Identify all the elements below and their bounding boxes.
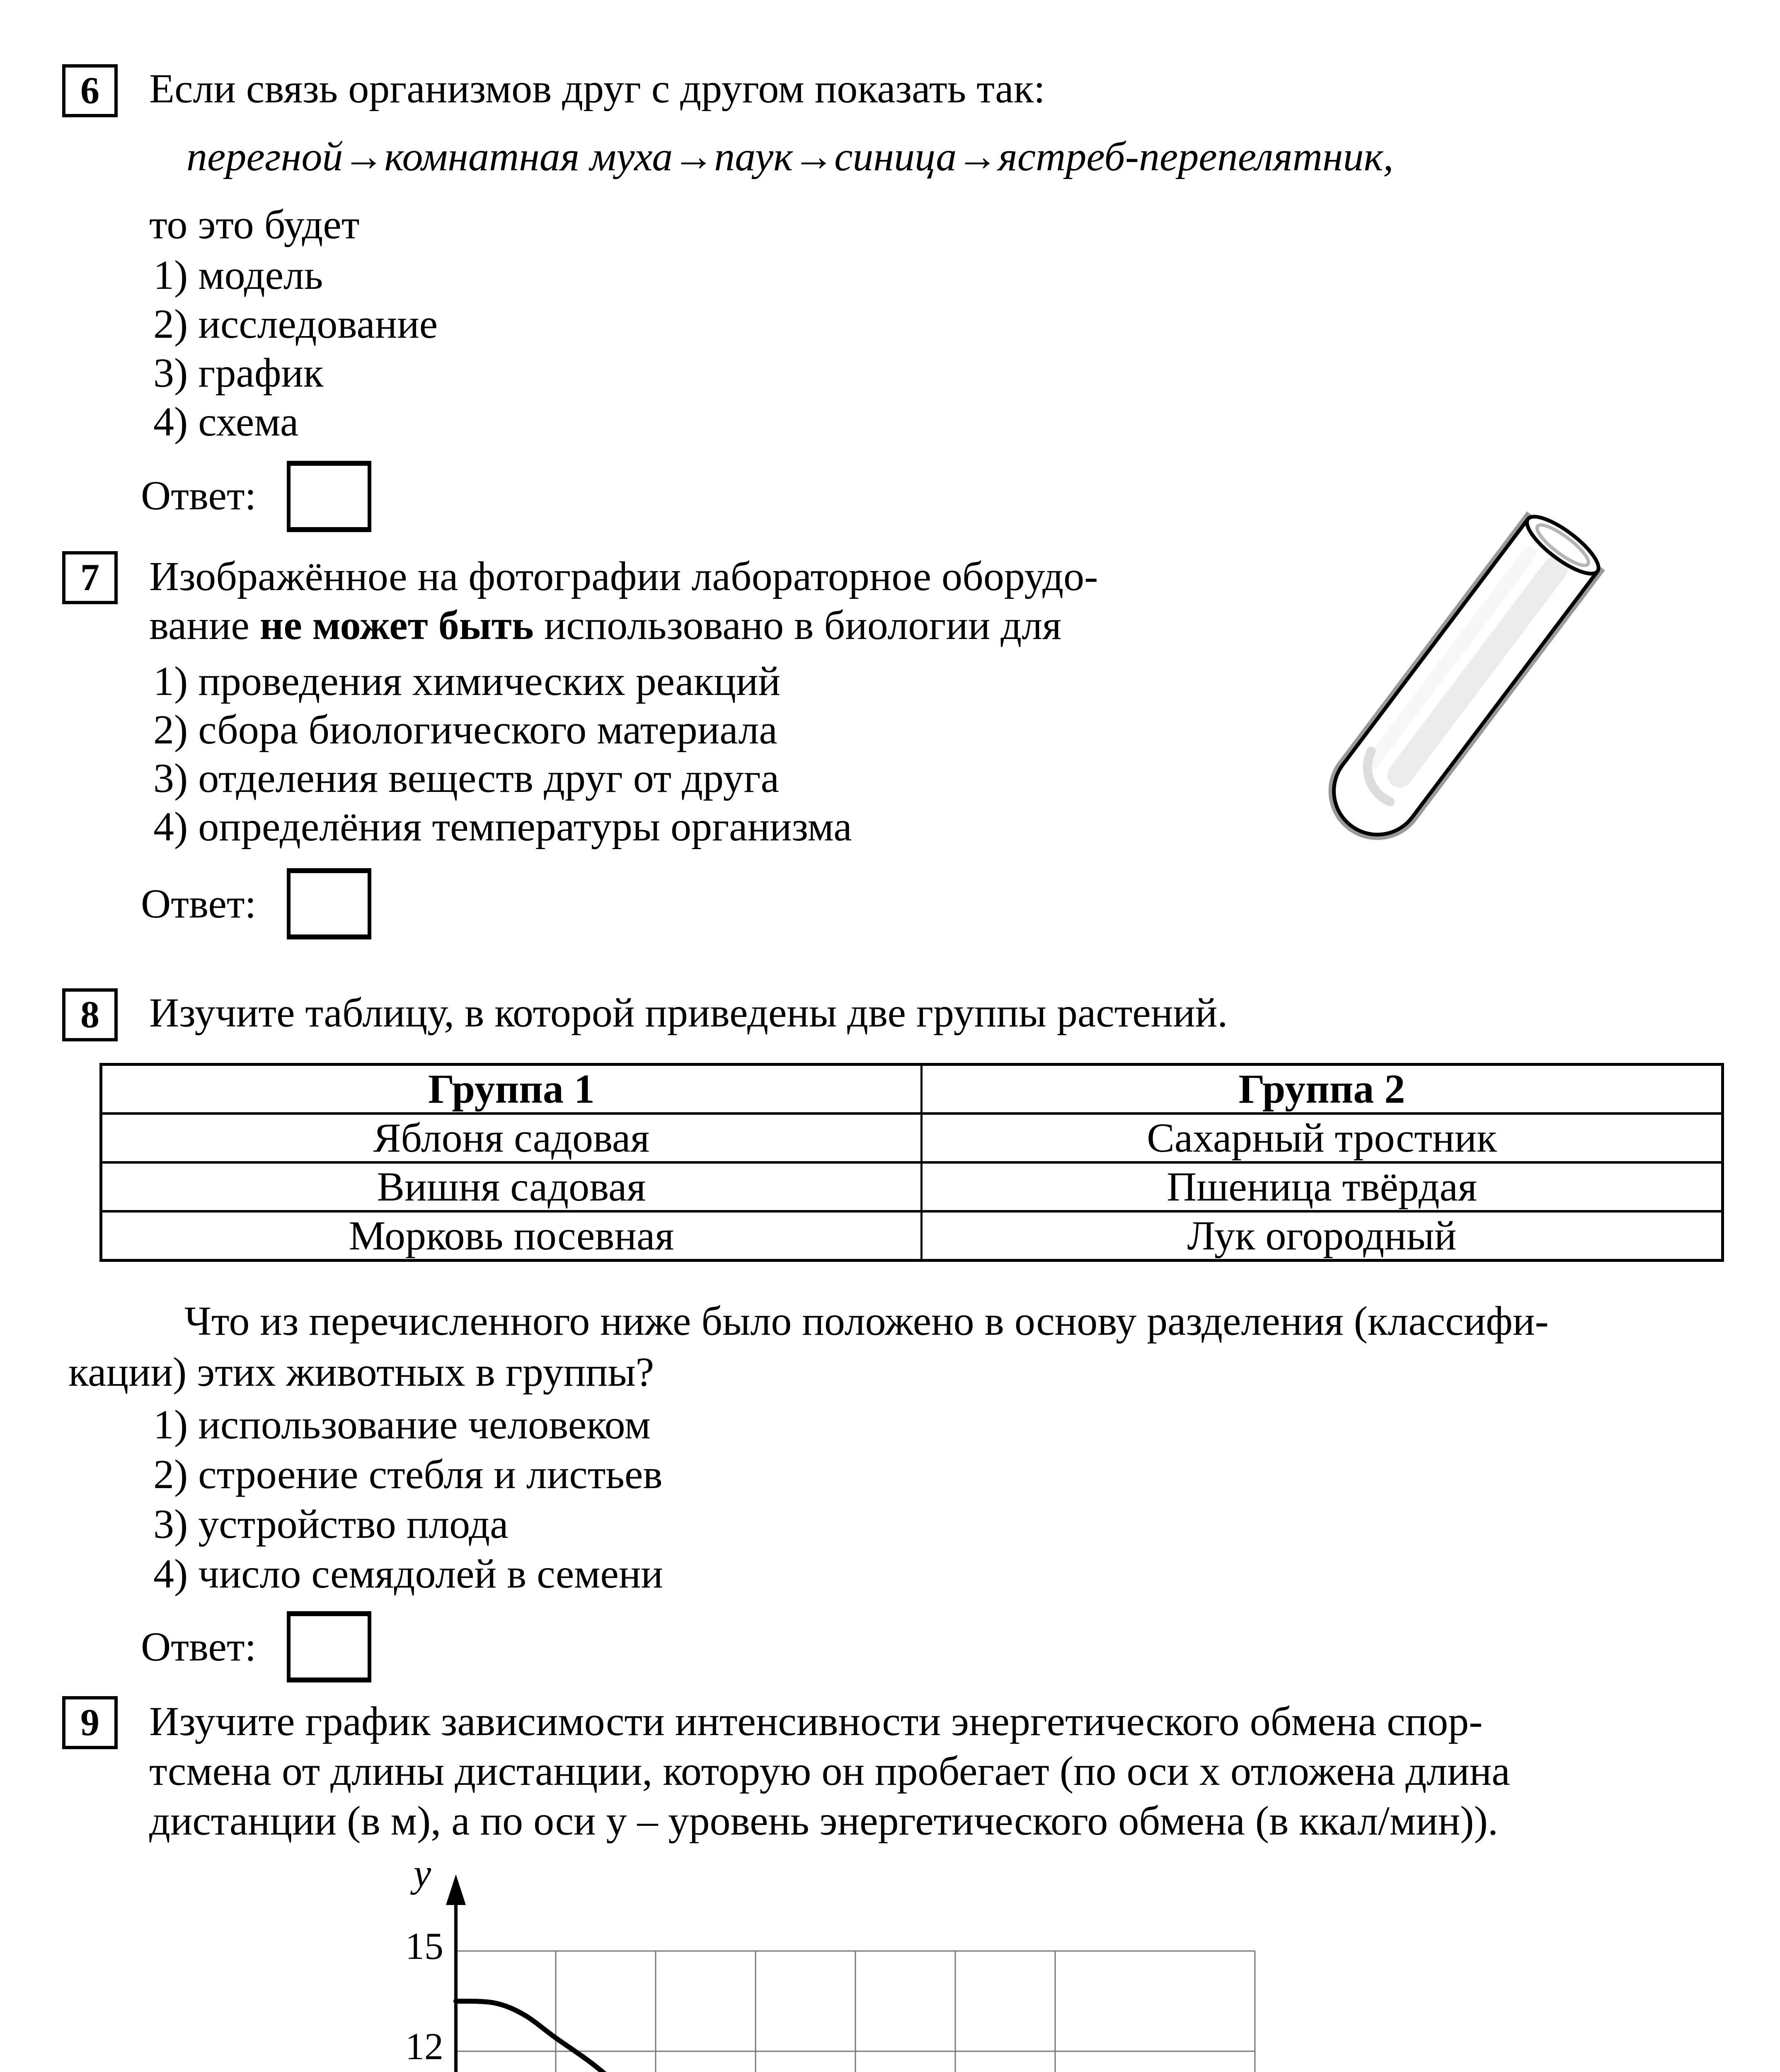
q7-option-2: 2) сбора биологического материала — [153, 707, 777, 753]
q8-option-3: 3) устройство плода — [153, 1501, 509, 1547]
y-axis-label: y — [414, 1851, 431, 1895]
table-cell: Вишня садовая — [100, 1161, 923, 1213]
test-tube-image — [1328, 511, 1605, 840]
q8-option-1: 1) использование человеком — [153, 1402, 651, 1447]
table-cell: Сахарный тростник — [920, 1112, 1724, 1164]
q8-line1: Изучите таблицу, в которой приведены две… — [149, 990, 1228, 1036]
table-row: Морковь посевная Лук огородный — [100, 1210, 1724, 1262]
question-8-number: 8 — [80, 993, 99, 1036]
q6-option-2: 2) исследование — [153, 301, 438, 347]
q6-line2: то это будет — [149, 201, 360, 247]
q8-option-2: 2) строение стебля и листьев — [153, 1451, 663, 1497]
question-9-number-box: 9 — [62, 1696, 118, 1749]
q8-option-4: 4) число семядолей в семени — [153, 1551, 663, 1597]
table-cell: Лук огородный — [920, 1210, 1724, 1262]
q8-para-line2: кации) этих животных в группы? — [68, 1349, 654, 1395]
table-row: Яблоня садовая Сахарный тростник — [100, 1112, 1724, 1164]
q7-answer-label: Ответ: — [141, 881, 257, 927]
q8-answer-box[interactable] — [287, 1611, 371, 1682]
question-7-number-box: 7 — [62, 551, 118, 604]
q7-line2: вание не может быть использовано в биоло… — [149, 602, 1061, 649]
question-6-number-box: 6 — [62, 64, 118, 117]
q6-option-4: 4) схема — [153, 399, 299, 445]
q7-option-4: 4) определёния температуры организма — [153, 804, 852, 850]
q6-answer-label: Ответ: — [141, 472, 257, 518]
table-cell: Яблоня садовая — [100, 1112, 923, 1164]
energy-metabolism-chart: y x 15 12 9 6 0 100 200 400 1000 2000 40… — [373, 1850, 1471, 2072]
table-cell: Пшеница твёрдая — [920, 1161, 1724, 1213]
q7-answer-box[interactable] — [287, 868, 371, 939]
q7-line1: Изображённое на фотографии лабораторное … — [149, 553, 1098, 599]
q6-option-3: 3) график — [153, 350, 324, 396]
chart-canvas — [446, 1874, 1256, 2072]
table-header-group1: Группа 1 — [100, 1063, 923, 1115]
table-row: Вишня садовая Пшеница твёрдая — [100, 1161, 1724, 1213]
q9-line1: Изучите график зависимости интенсивности… — [149, 1698, 1483, 1744]
q6-answer-box[interactable] — [287, 461, 371, 532]
q6-option-1: 1) модель — [153, 252, 323, 298]
question-9-number: 9 — [80, 1701, 99, 1744]
question-7-number: 7 — [80, 556, 99, 599]
q9-line2: тсмена от длины дистанции, которую он пр… — [149, 1748, 1510, 1794]
q7-line2-bold: не может быть — [259, 602, 534, 648]
y-tick-12: 12 — [405, 2025, 443, 2067]
table-header-group2: Группа 2 — [920, 1063, 1724, 1115]
q7-line2-pre: вание — [149, 602, 260, 648]
q6-line1: Если связь организмов друг с другом пока… — [149, 65, 1045, 111]
q7-line2-post: использовано в биологии для — [533, 602, 1062, 648]
q8-answer-label: Ответ: — [141, 1624, 257, 1670]
table-header-row: Группа 1 Группа 2 — [100, 1063, 1724, 1115]
table-cell: Морковь посевная — [100, 1210, 923, 1262]
plant-groups-table: Группа 1 Группа 2 Яблоня садовая Сахарны… — [99, 1063, 1724, 1262]
q9-line3: дистанции (в м), а по оси y – уровень эн… — [149, 1798, 1498, 1844]
question-8-number-box: 8 — [62, 988, 118, 1041]
q7-option-1: 1) проведения химических реакций — [153, 658, 780, 704]
question-6-number: 6 — [80, 69, 99, 112]
q6-food-chain: перегной→комнатная муха→паук→синица→ястр… — [186, 133, 1394, 179]
y-tick-15: 15 — [405, 1925, 443, 1967]
q8-para-line1: Что из перечисленного ниже было положено… — [184, 1298, 1549, 1344]
q7-option-3: 3) отделения веществ друг от друга — [153, 755, 780, 801]
